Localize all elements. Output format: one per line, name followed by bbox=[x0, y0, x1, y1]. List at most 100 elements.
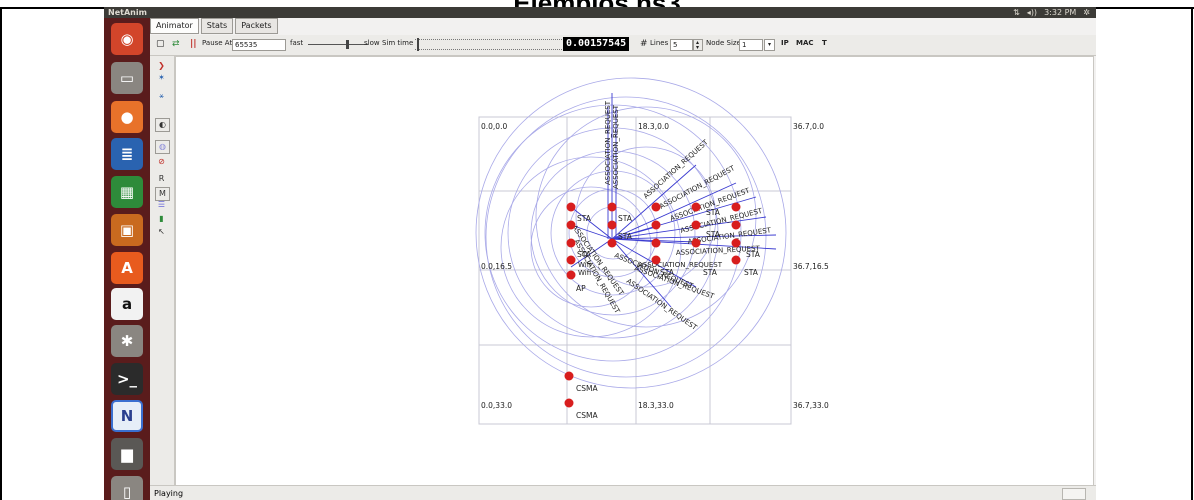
play-arrow-icon[interactable]: ❯ bbox=[158, 61, 165, 70]
node-label-sta: STA bbox=[577, 214, 592, 223]
node-label-sta: STA bbox=[744, 268, 759, 277]
range-circle bbox=[500, 156, 682, 338]
packet-line bbox=[570, 238, 613, 268]
sim-time-handle[interactable] bbox=[417, 38, 419, 51]
r-tool[interactable]: R bbox=[158, 174, 165, 183]
packet-line bbox=[570, 206, 613, 240]
zoom-out-icon[interactable]: ⚹ bbox=[159, 91, 164, 100]
sta-node[interactable] bbox=[731, 202, 741, 212]
tab-packets[interactable]: Packets bbox=[235, 18, 278, 34]
trash-icon[interactable]: ▯ bbox=[111, 476, 143, 500]
slide-border-left bbox=[0, 7, 2, 500]
node-tool-icon[interactable]: ◐ bbox=[155, 118, 170, 132]
range-circle bbox=[484, 104, 742, 362]
reload-icon[interactable]: ⇄ bbox=[172, 39, 180, 49]
csma-node[interactable] bbox=[564, 371, 574, 381]
sta-node[interactable] bbox=[566, 220, 576, 230]
csma-node[interactable] bbox=[564, 398, 574, 408]
t-toggle[interactable]: T bbox=[822, 39, 827, 47]
chevron-down-icon[interactable]: ▾ bbox=[764, 39, 775, 51]
range-circle bbox=[530, 186, 652, 308]
animation-canvas[interactable]: ASSOCIATION_REQUEST ASSOCIATION_REQUEST … bbox=[175, 56, 1094, 487]
pause-at-input[interactable]: 65535 bbox=[232, 39, 286, 51]
battery-icon[interactable]: ▮ bbox=[159, 214, 164, 223]
zoom-in-icon[interactable]: ✶ bbox=[158, 73, 165, 82]
sta-node[interactable] bbox=[731, 238, 741, 248]
grid-icon[interactable]: # bbox=[640, 39, 648, 49]
packet-line bbox=[570, 224, 613, 240]
range-circle bbox=[535, 106, 757, 328]
range-circle bbox=[530, 150, 696, 316]
node-labels: STA STA STA STA STA STA STA STA STA STA … bbox=[576, 208, 761, 420]
sta-node[interactable] bbox=[651, 220, 661, 230]
packet-labels: ASSOCIATION_REQUEST ASSOCIATION_REQUEST … bbox=[570, 100, 772, 332]
lines-input[interactable]: 5 bbox=[670, 39, 694, 51]
open-file-icon[interactable]: ▢ bbox=[156, 39, 165, 49]
sta-node[interactable] bbox=[691, 202, 701, 212]
volume-icon[interactable]: ◂)) bbox=[1026, 8, 1038, 17]
side-toolbar: ❯ ✶ ⚹ ◐ ◍ ⊘ R M ☰ ▮ ↖ bbox=[150, 56, 175, 485]
system-settings-icon[interactable]: ✱ bbox=[111, 325, 143, 357]
sta-node[interactable] bbox=[566, 255, 576, 265]
firefox-icon[interactable]: ● bbox=[111, 101, 143, 133]
pause-icon[interactable]: || bbox=[190, 39, 197, 49]
sta-node[interactable] bbox=[691, 238, 701, 248]
wifi-label: Wifi bbox=[578, 261, 591, 269]
lines-label: Lines bbox=[650, 39, 669, 47]
amazon-icon[interactable]: a bbox=[111, 288, 143, 320]
slow-label: slow bbox=[364, 39, 380, 47]
fast-label: fast bbox=[290, 39, 304, 47]
sta-node[interactable] bbox=[607, 220, 617, 230]
sim-time-slider[interactable] bbox=[415, 39, 562, 50]
sta-node[interactable] bbox=[651, 255, 661, 265]
m-tool[interactable]: M bbox=[155, 187, 170, 201]
sta-node[interactable] bbox=[651, 202, 661, 212]
sta-node[interactable] bbox=[566, 202, 576, 212]
calc-icon[interactable]: ▦ bbox=[111, 176, 143, 208]
node-label-sta: STA bbox=[746, 250, 761, 259]
mac-toggle[interactable]: MAC bbox=[796, 39, 814, 47]
sta-node[interactable] bbox=[731, 220, 741, 230]
stop-icon[interactable]: ⊘ bbox=[158, 157, 165, 166]
impress-icon[interactable]: ▣ bbox=[111, 214, 143, 246]
sta-node[interactable] bbox=[731, 255, 741, 265]
clock[interactable]: 3:32 PM bbox=[1044, 8, 1077, 17]
ap-node[interactable] bbox=[566, 270, 576, 280]
time-display: 0.00157545 bbox=[563, 37, 630, 51]
ip-toggle[interactable]: IP bbox=[781, 39, 789, 47]
writer-icon[interactable]: ≣ bbox=[111, 138, 143, 170]
gear-icon[interactable]: ✲ bbox=[1083, 8, 1090, 17]
save-icon[interactable]: ▆ bbox=[111, 438, 143, 470]
tab-animator[interactable]: Animator bbox=[150, 18, 199, 34]
list-icon[interactable]: ☰ bbox=[157, 200, 166, 209]
status-resize-grip[interactable] bbox=[1062, 488, 1086, 500]
sta-node[interactable] bbox=[651, 238, 661, 248]
sta-node[interactable] bbox=[691, 220, 701, 230]
netanim-icon[interactable]: N bbox=[111, 400, 143, 432]
files-icon[interactable]: ▭ bbox=[111, 62, 143, 94]
network-icon[interactable]: ⇅ bbox=[1013, 8, 1020, 17]
terminal-icon[interactable]: >_ bbox=[111, 363, 143, 395]
node-label-sta: STA bbox=[618, 232, 633, 241]
node-label-sta: STA bbox=[706, 230, 721, 239]
sta-node[interactable] bbox=[607, 202, 617, 212]
node-label-ap: AP bbox=[576, 284, 586, 293]
node-size-select[interactable]: 1 bbox=[739, 39, 763, 51]
packet-line bbox=[611, 216, 767, 240]
circle-tool-icon[interactable]: ◍ bbox=[155, 140, 170, 154]
pause-at-label: Pause At bbox=[202, 39, 233, 47]
lines-stepper[interactable]: ▴ ▾ bbox=[692, 39, 703, 51]
speed-slider-handle[interactable] bbox=[346, 40, 349, 49]
sta-node[interactable] bbox=[566, 238, 576, 248]
ubuntu-dash-icon[interactable]: ◉ bbox=[111, 23, 143, 55]
speed-slider[interactable] bbox=[308, 44, 368, 45]
range-circle bbox=[507, 127, 719, 339]
node-label-sta: STA bbox=[706, 208, 721, 217]
wifi-label: Wifi bbox=[578, 269, 591, 277]
cursor-icon[interactable]: ↖ bbox=[158, 227, 165, 236]
software-center-icon[interactable]: A bbox=[111, 252, 143, 284]
toolbar: ▢ ⇄ || Pause At 65535 fast slow Sim time… bbox=[150, 35, 1096, 56]
tab-stats[interactable]: Stats bbox=[200, 18, 234, 34]
sta-node[interactable] bbox=[607, 238, 617, 248]
